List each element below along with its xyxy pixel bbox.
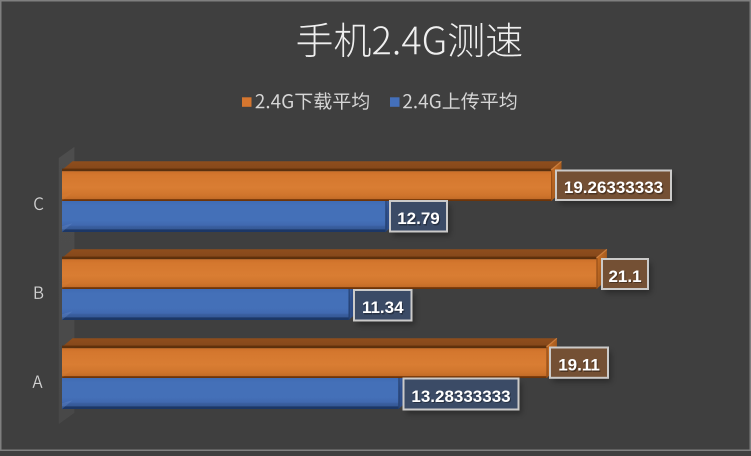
svg-text:19.26333333: 19.26333333: [565, 179, 664, 198]
svg-text:21.1: 21.1: [608, 267, 641, 286]
svg-text:12.79: 12.79: [398, 210, 441, 229]
svg-text:11.34: 11.34: [363, 299, 405, 318]
svg-text:19.26333333: 19.26333333: [564, 178, 663, 197]
svg-text:13.28333333: 13.28333333: [411, 387, 510, 406]
svg-text:21.1: 21.1: [610, 268, 643, 287]
svg-text:12.79: 12.79: [397, 209, 440, 228]
svg-text:13.28333333: 13.28333333: [412, 388, 511, 407]
svg-text:19.11: 19.11: [559, 357, 601, 376]
svg-text:11.34: 11.34: [362, 298, 404, 317]
svg-text:19.11: 19.11: [558, 355, 600, 374]
